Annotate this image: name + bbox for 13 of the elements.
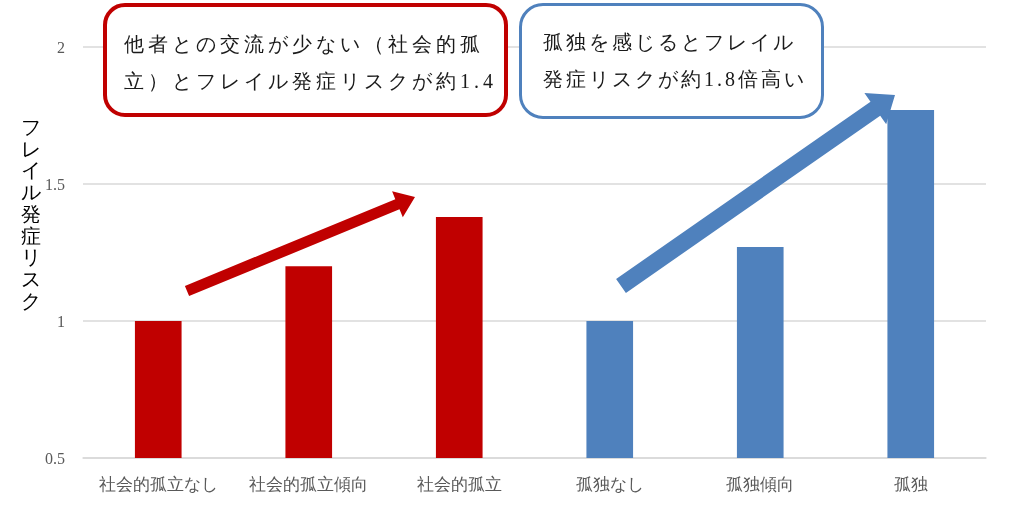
x-tick-label: 社会的孤立傾向 [249,475,369,494]
x-tick-label: 社会的孤立 [416,475,502,494]
y-tick-label: 1 [57,312,65,330]
x-tick-label: 社会的孤立なし [98,475,218,494]
y-tick-label: 1.5 [45,175,65,193]
x-tick-label: 孤独なし [575,475,644,494]
x-tick-label: 孤独 [893,475,928,494]
annotation: 他者との交流が少ない（社会的孤立）とフレイル発症リスクが約1.4 [124,32,498,94]
x-tick-label: 孤独傾向 [726,475,795,494]
y-tick-label: 0.5 [45,449,65,467]
text: フレイル発症リスク [20,115,41,313]
y-tick-label: 2 [57,38,65,56]
annotation: 孤独を感じるとフレイル発症リスクが約1.8倍高い [543,30,808,92]
